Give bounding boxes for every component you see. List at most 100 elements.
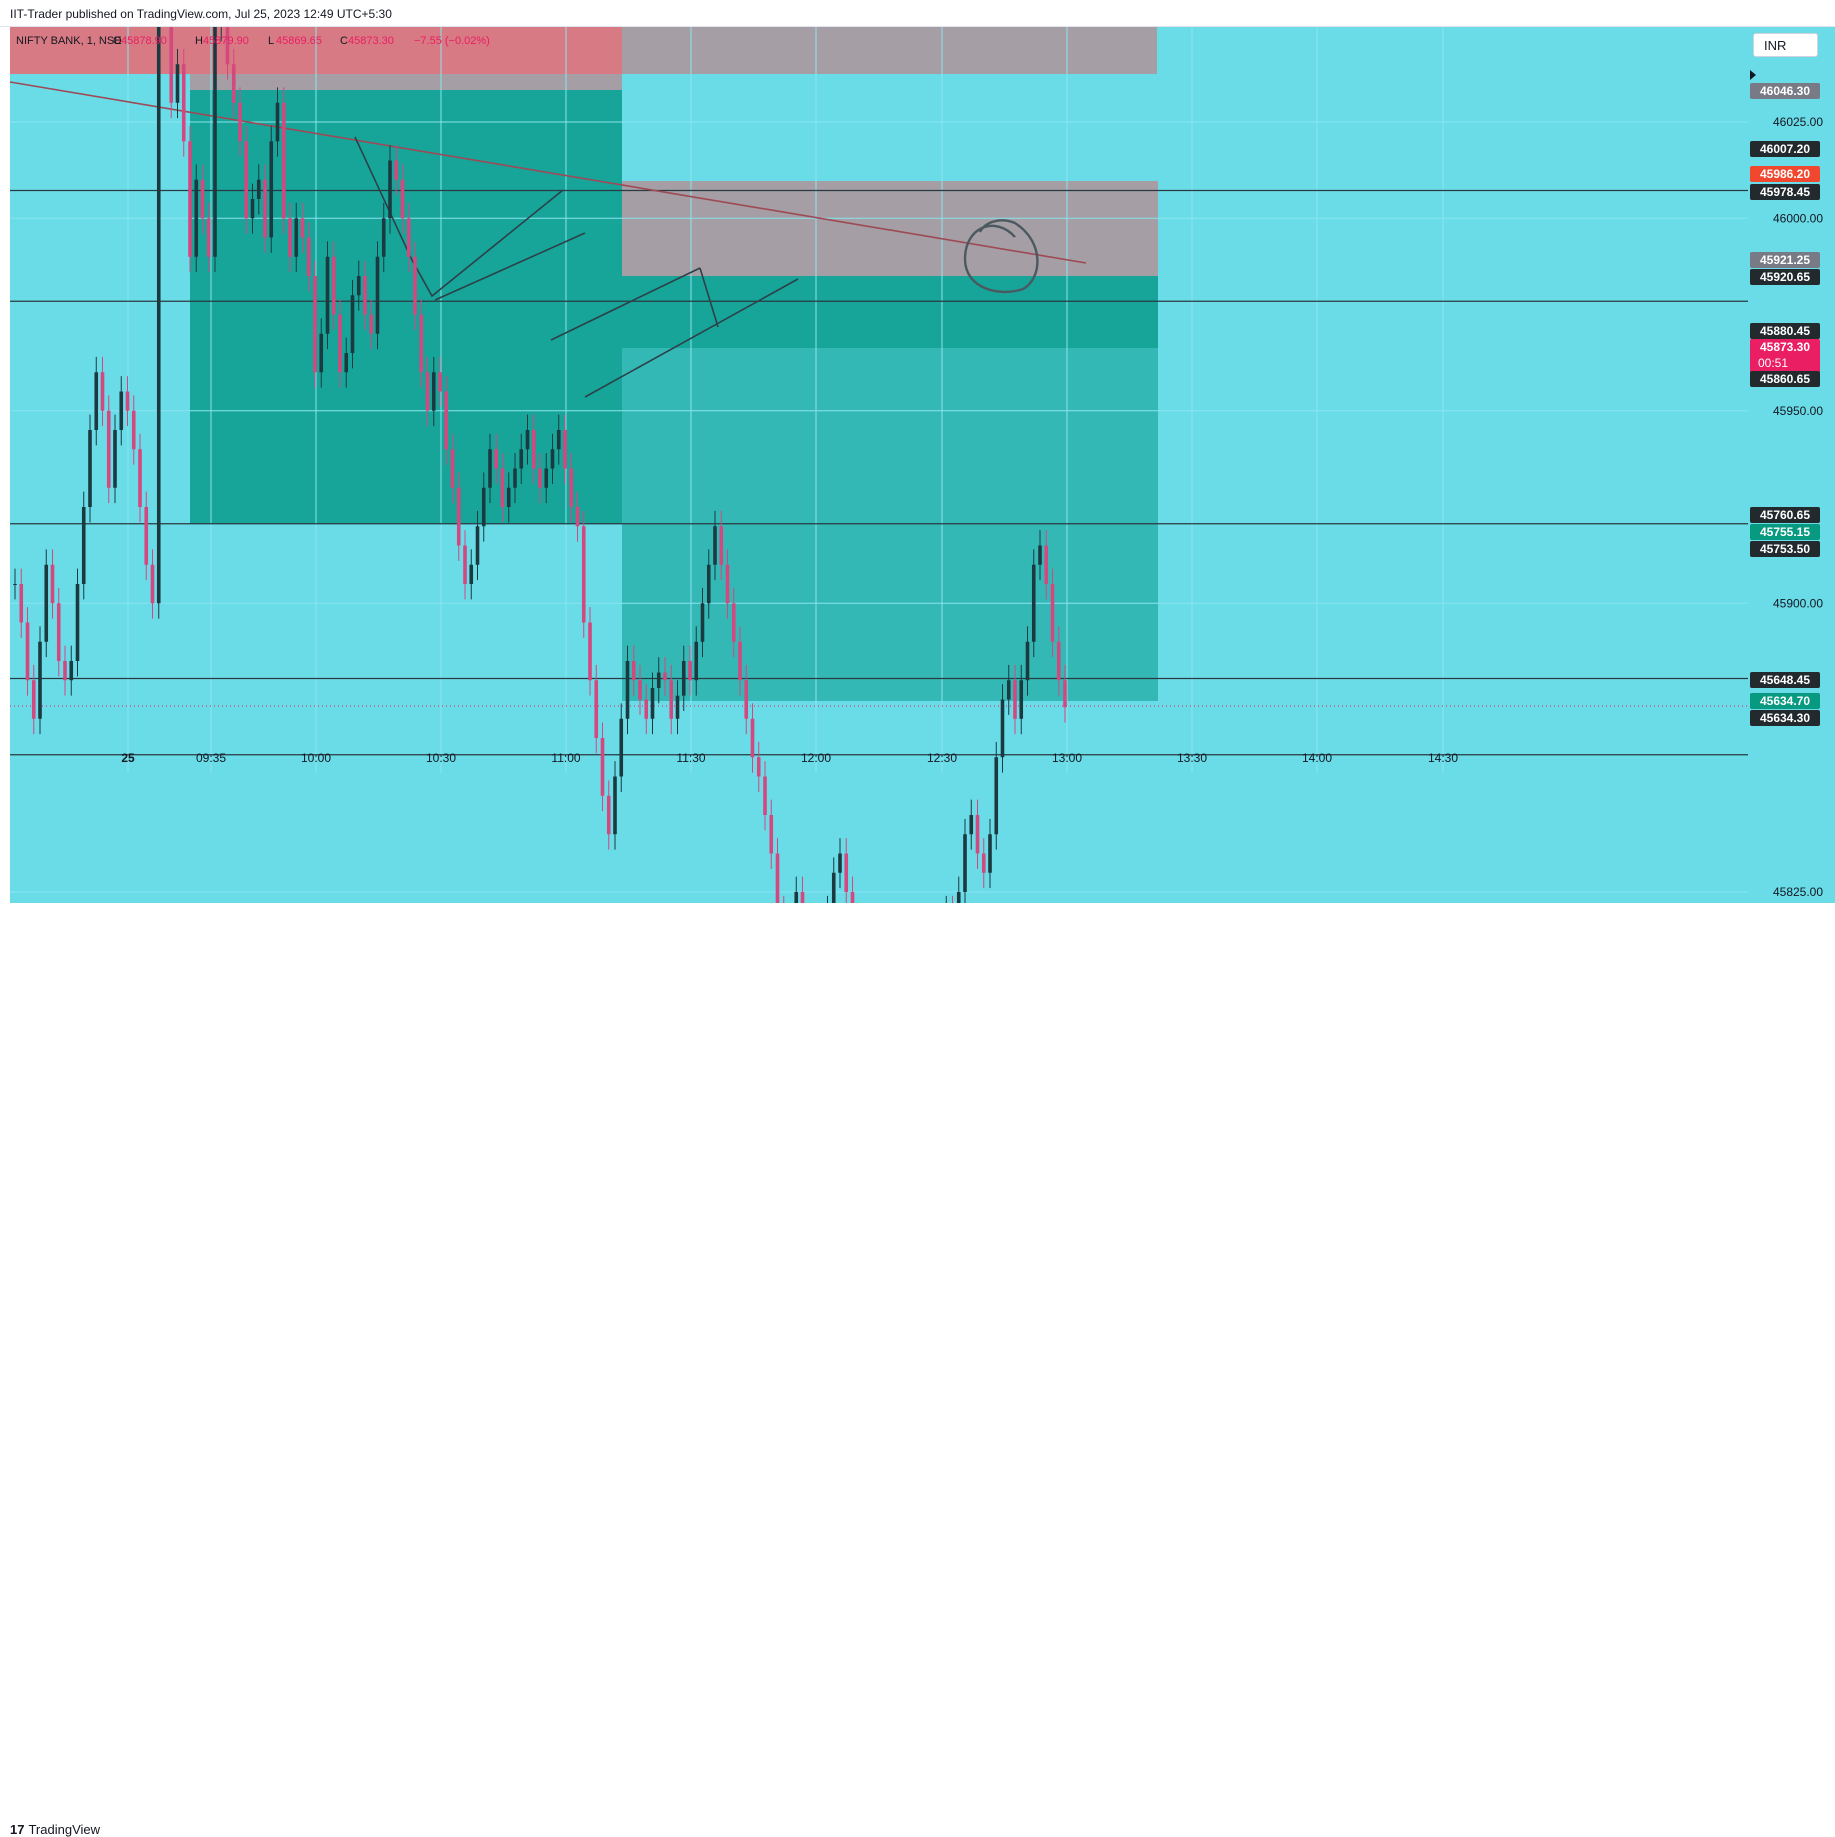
candle-body bbox=[969, 815, 974, 835]
price-label-text: 45880.45 bbox=[1760, 324, 1810, 338]
price-label-bg bbox=[1750, 269, 1820, 285]
candle-up bbox=[694, 626, 699, 696]
time-axis-tick: 14:30 bbox=[1428, 751, 1458, 765]
candle-body bbox=[575, 507, 580, 527]
tradingview-logo[interactable]: 17 TradingView bbox=[10, 1822, 100, 1837]
legend-low: 45869.65 bbox=[276, 35, 322, 47]
candle-body bbox=[75, 584, 80, 661]
candle-down bbox=[400, 164, 405, 234]
price-label-bg bbox=[1750, 184, 1820, 200]
price-label: 45634.70 bbox=[1750, 693, 1820, 709]
candle-down bbox=[738, 626, 742, 696]
time-axis: 25 09:35 10:00 10:30 11:00 11:30 12:00 12:30 13:… bbox=[121, 751, 1458, 765]
candle-up bbox=[13, 568, 17, 600]
candle-body bbox=[306, 237, 311, 276]
price-label-bg bbox=[1750, 672, 1820, 688]
price-label-text: 45760.65 bbox=[1760, 508, 1810, 522]
candle-down bbox=[750, 703, 755, 773]
price-axis-tick: 45950.00 bbox=[1773, 404, 1823, 418]
candle-body bbox=[506, 487, 511, 507]
candle-body bbox=[738, 641, 742, 681]
candle-up bbox=[619, 703, 624, 792]
candle-up bbox=[1006, 664, 1011, 715]
candle-body bbox=[1038, 545, 1042, 565]
candle-body bbox=[50, 564, 55, 604]
candle-down bbox=[1044, 530, 1049, 600]
top-bar: IIT-Trader published on TradingView.com,… bbox=[0, 0, 1835, 27]
countdown-text: 00:51 bbox=[1758, 356, 1788, 370]
price-label-bg bbox=[1750, 524, 1820, 540]
drawings bbox=[9, 81, 1087, 398]
candle-up bbox=[356, 260, 361, 311]
candle-up bbox=[963, 818, 967, 908]
price-label: 45986.20 bbox=[1750, 166, 1820, 182]
candle-body bbox=[119, 391, 124, 430]
candle-up bbox=[488, 433, 492, 504]
candle-down bbox=[588, 607, 592, 696]
candle-down bbox=[106, 395, 111, 504]
candle-body bbox=[263, 179, 267, 238]
candle-body bbox=[619, 718, 624, 777]
candle-up bbox=[706, 549, 711, 619]
candle-body bbox=[325, 256, 330, 334]
rising-channel-lower bbox=[584, 278, 799, 398]
candle-body bbox=[31, 680, 36, 719]
price-labels: 46046.30 46007.20 45986.20 45978.45 45921.25… bbox=[1750, 70, 1820, 726]
scale-marker-icon bbox=[1750, 70, 1756, 80]
time-axis-tick: 25 bbox=[121, 751, 135, 765]
candle-up bbox=[88, 414, 92, 523]
candle-body bbox=[88, 430, 92, 507]
candle-down bbox=[56, 587, 61, 677]
price-label-bg bbox=[1750, 541, 1820, 557]
candle-body bbox=[63, 661, 67, 681]
candle-down bbox=[438, 356, 442, 407]
candle-body bbox=[469, 564, 474, 584]
candle-body bbox=[1019, 680, 1024, 719]
candle-body bbox=[525, 430, 530, 450]
candle-body bbox=[631, 661, 636, 681]
candle-body bbox=[638, 680, 642, 700]
candle-up bbox=[838, 838, 842, 889]
candle-body bbox=[169, 0, 174, 103]
candle-body bbox=[225, 0, 230, 65]
green-range-zone-left bbox=[190, 90, 622, 524]
candle-down bbox=[1056, 626, 1061, 696]
candle-body bbox=[700, 603, 705, 642]
candle-body bbox=[606, 795, 611, 835]
candle-up bbox=[1000, 684, 1005, 773]
candle-body bbox=[625, 661, 630, 719]
price-label-text: 45873.30 bbox=[1760, 340, 1810, 354]
candle-down bbox=[50, 549, 55, 619]
candle-body bbox=[725, 564, 730, 604]
currency-button[interactable]: INR bbox=[1753, 33, 1818, 57]
candle-body bbox=[1006, 680, 1011, 700]
price-label-bg bbox=[1750, 507, 1820, 523]
candle-up bbox=[250, 183, 255, 234]
candle-body bbox=[1056, 641, 1061, 681]
candle-up bbox=[1019, 664, 1024, 735]
candle-body bbox=[531, 430, 536, 469]
candle-up bbox=[194, 164, 199, 273]
candle-body bbox=[319, 333, 324, 373]
price-label-text: 45860.65 bbox=[1760, 372, 1810, 386]
descending-trendline bbox=[9, 81, 1087, 264]
price-label-text: 45753.50 bbox=[1760, 542, 1810, 556]
candlestick-chart[interactable]: NIFTY BANK, 1, NSE O 45878.90 H 45879.90… bbox=[9, 0, 1835, 1627]
candle-down bbox=[600, 722, 605, 812]
candle-down bbox=[125, 376, 130, 427]
candle-down bbox=[638, 664, 642, 715]
candle-body bbox=[613, 776, 617, 835]
candle-body bbox=[513, 468, 517, 488]
candle-down bbox=[406, 202, 411, 273]
candle-down bbox=[181, 48, 186, 157]
candle-up bbox=[713, 510, 717, 581]
candle-body bbox=[544, 468, 549, 488]
candle-body bbox=[25, 622, 30, 681]
candle-body bbox=[488, 449, 492, 488]
candle-body bbox=[188, 141, 192, 257]
candle-down bbox=[300, 202, 305, 253]
price-label-bg bbox=[1750, 323, 1820, 339]
chart-area[interactable]: NIFTY BANK, 1, NSE O 45878.90 H 45879.90… bbox=[9, 0, 1835, 1627]
candle-down bbox=[131, 395, 136, 465]
footer: 17 TradingView bbox=[0, 908, 1835, 1837]
